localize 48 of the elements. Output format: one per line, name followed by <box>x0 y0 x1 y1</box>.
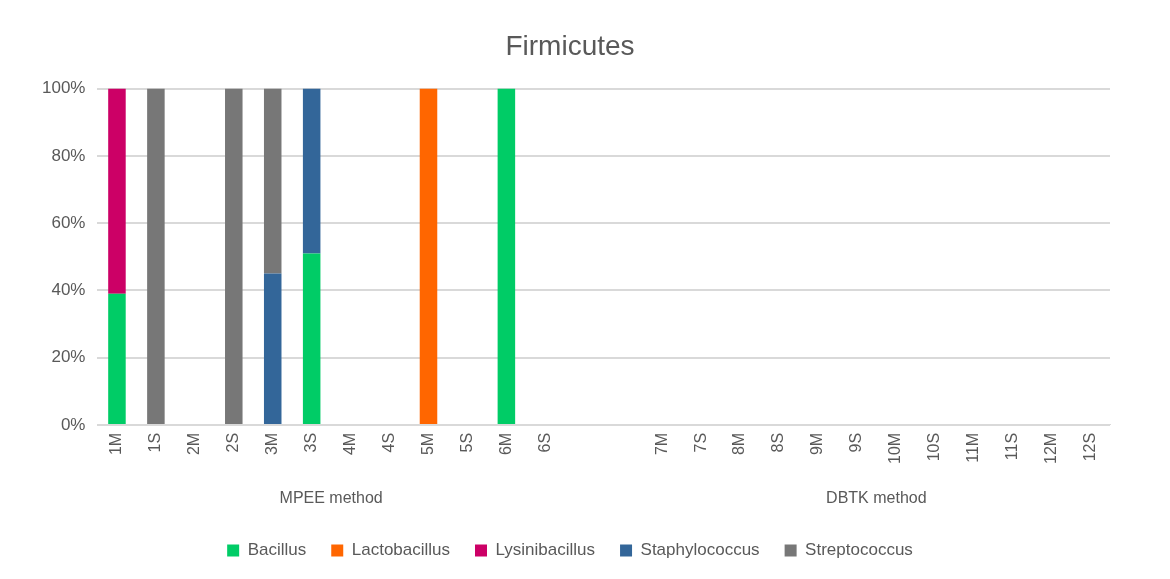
x-tick-label: 4S <box>379 432 397 453</box>
x-tick-label: 6M <box>496 432 514 456</box>
bar <box>302 88 321 254</box>
legend-label: Lysinibacillus <box>495 540 596 560</box>
x-tick-label: 10S <box>925 432 943 462</box>
x-tick-label: 12S <box>1080 432 1098 462</box>
x-tick-label: 11M <box>964 432 982 463</box>
bar <box>263 273 282 424</box>
bar <box>225 88 243 424</box>
x-tick-label: 3S <box>302 432 320 453</box>
x-tick-label: 6S <box>535 432 553 453</box>
legend-label: Bacillus <box>247 540 307 560</box>
bar <box>108 293 126 424</box>
x-tick-label: 10M <box>886 432 904 464</box>
x-tick-label: 8S <box>769 432 787 453</box>
x-tick-label: 3M <box>263 432 281 456</box>
legend-label: Lactobacillus <box>351 540 451 560</box>
y-tick-label: 100% <box>42 78 86 98</box>
x-tick-label: 1S <box>146 432 164 453</box>
bar <box>419 88 438 424</box>
bar <box>263 88 282 274</box>
bar <box>108 88 126 294</box>
x-tick-label: 1M <box>107 432 125 456</box>
chart-title: Firmicutes <box>505 29 635 61</box>
x-tick-label: 9M <box>808 432 826 456</box>
y-tick-label: 20% <box>51 347 86 367</box>
y-tick-label: 40% <box>51 280 86 300</box>
text: MPEE method <box>279 489 383 507</box>
x-tick-label: 12M <box>1041 432 1059 464</box>
text: DBTK method <box>826 489 927 507</box>
bar <box>497 88 516 424</box>
legend-label: Streptococcus <box>805 540 913 560</box>
x-tick-label: 2M <box>185 432 203 456</box>
x-tick-label: 9S <box>847 432 865 453</box>
x-tick-label: 7S <box>691 432 709 453</box>
x-tick-label: 7M <box>652 432 670 456</box>
legend-label: Staphylococcus <box>640 540 760 560</box>
bar <box>147 88 165 424</box>
x-tick-label: 8M <box>730 432 748 456</box>
x-tick-label: 2S <box>224 432 242 453</box>
x-tick-label: 11S <box>1003 432 1021 461</box>
y-tick-label: 80% <box>51 145 86 165</box>
y-tick-label: 0% <box>60 414 86 434</box>
x-tick-label: 5S <box>457 432 475 453</box>
bar <box>302 253 321 424</box>
y-tick-label: 60% <box>51 212 86 232</box>
x-tick-label: 4M <box>341 432 359 456</box>
x-tick-label: 5M <box>418 432 436 456</box>
